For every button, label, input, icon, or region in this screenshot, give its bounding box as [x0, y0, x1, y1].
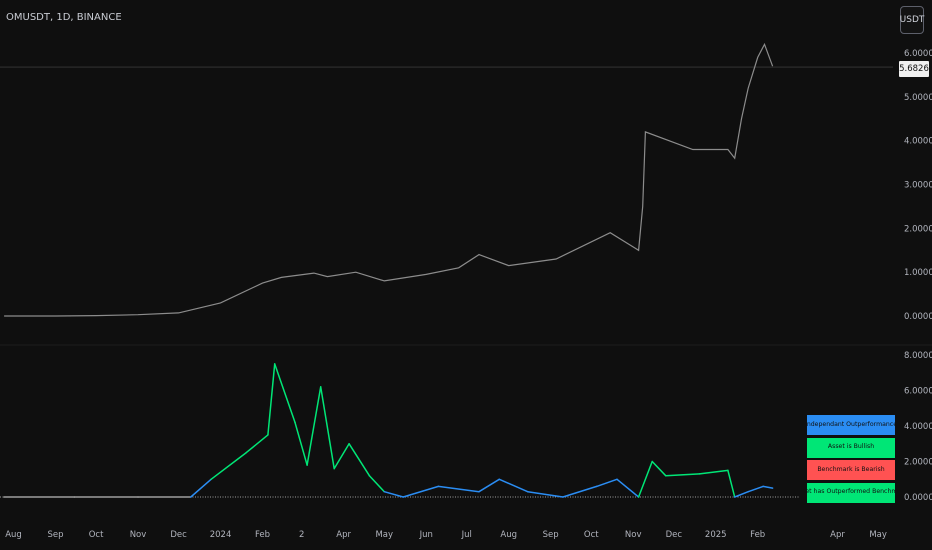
oscillator-y-axis: 0.0000 2.0000 4.0000 6.0000 8.0000: [904, 351, 932, 503]
x-tick-label: May: [869, 530, 887, 540]
oscillator-tick-label: 6.0000: [904, 387, 932, 397]
time-x-axis: Aug Sep Oct Nov Dec 2024 Feb 2 Apr May Jun Jul Aug Se…: [5, 530, 887, 540]
x-tick-label: Sep: [543, 530, 559, 540]
x-tick-label: Aug: [5, 530, 22, 540]
oscillator-segment: [273, 363, 296, 424]
last-price-tag: 5.6826: [899, 61, 929, 77]
price-y-axis: 0.0000 1.0000 2.0000 3.0000 4.0000 5.0000 6.00…: [904, 49, 932, 322]
price-tick-label: 2.0000: [904, 224, 932, 234]
currency-button[interactable]: USDT: [900, 6, 924, 34]
oscillator-pane: [0, 363, 800, 498]
ticker-label: OMUSDT, 1D, BINANCE: [6, 12, 122, 23]
oscillator-segment: [333, 443, 350, 470]
oscillator-segment: [383, 490, 404, 498]
x-tick-label: Jul: [461, 530, 472, 540]
x-tick-label: Aug: [500, 530, 517, 540]
price-tick-label: 5.0000: [904, 93, 932, 103]
legend: Independant Outperformance Asset is Bull…: [807, 415, 895, 505]
oscillator-segment: [747, 485, 764, 493]
oscillator-segment: [727, 469, 736, 498]
oscillator-segment: [637, 460, 653, 498]
oscillator-segment: [437, 485, 480, 493]
x-tick-label: Apr: [830, 530, 845, 540]
oscillator-segment: [595, 478, 618, 488]
x-tick-label: Jun: [419, 530, 433, 540]
price-tick-label: 6.0000: [904, 49, 932, 59]
oscillator-segment: [762, 485, 774, 489]
oscillator-segment: [616, 478, 640, 498]
x-tick-label: Sep: [47, 530, 63, 540]
price-tick-label: 4.0000: [904, 137, 932, 147]
x-tick-label: Nov: [130, 530, 147, 540]
legend-item-independent: Independant Outperformance: [807, 415, 895, 435]
oscillator-segment: [664, 473, 701, 477]
oscillator-segment: [267, 363, 276, 436]
x-tick-label: Oct: [584, 530, 599, 540]
x-tick-label: 2024: [210, 530, 232, 540]
oscillator-segment: [526, 490, 564, 498]
x-tick-label: Dec: [666, 530, 683, 540]
oscillator-tick-label: 0.0000: [904, 493, 932, 503]
x-tick-label: Feb: [255, 530, 270, 540]
x-tick-label: Dec: [170, 530, 187, 540]
x-tick-label: Nov: [625, 530, 642, 540]
legend-item-bearish: Benchmark is Bearish: [807, 460, 895, 480]
oscillator-segment: [306, 386, 322, 466]
oscillator-segment: [498, 478, 529, 493]
oscillator-tick-label: 4.0000: [904, 422, 932, 432]
x-tick-label: Apr: [336, 530, 351, 540]
x-tick-label: Feb: [750, 530, 765, 540]
oscillator-tick-label: 2.0000: [904, 458, 932, 468]
x-tick-label: 2: [299, 530, 304, 540]
oscillator-segment: [210, 451, 248, 481]
oscillator-segment: [698, 469, 729, 475]
x-tick-label: May: [375, 530, 393, 540]
oscillator-segment: [348, 443, 371, 477]
oscillator-segment: [245, 434, 269, 454]
oscillator-segment: [319, 386, 335, 470]
price-tick-label: 3.0000: [904, 181, 932, 191]
x-tick-label: Oct: [89, 530, 104, 540]
oscillator-segment: [190, 478, 212, 498]
legend-item-bullish: Asset is Bullish: [807, 437, 895, 458]
legend-item-outperformed: Asset has Outperformed Benchmark: [807, 482, 895, 503]
price-tick-label: 0.0000: [904, 312, 932, 322]
oscillator-segment: [651, 460, 667, 477]
oscillator-tick-label: 8.0000: [904, 351, 932, 361]
oscillator-segment: [368, 474, 386, 493]
oscillator-segment: [733, 490, 749, 498]
oscillator-segment: [478, 478, 501, 493]
oscillator-segment: [562, 485, 598, 498]
oscillator-segment: [294, 421, 308, 466]
price-tick-label: 1.0000: [904, 268, 932, 278]
price-line: [4, 42, 774, 317]
oscillator-segment: [402, 485, 440, 498]
x-tick-label: 2025: [705, 530, 727, 540]
price-pane: [4, 42, 774, 317]
